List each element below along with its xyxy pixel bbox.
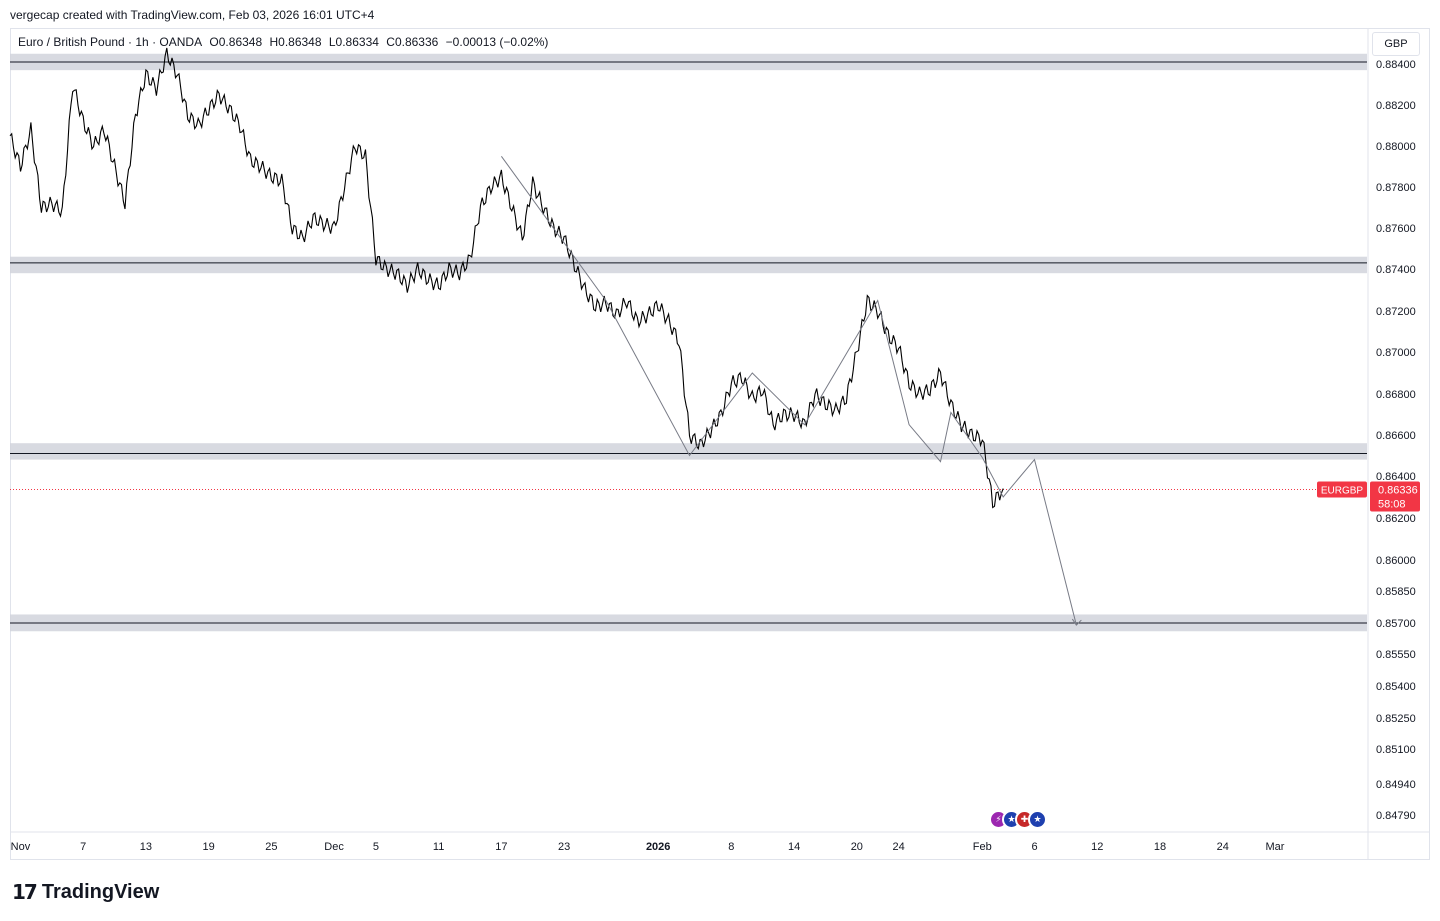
price-tick-label: 0.87800 xyxy=(1376,182,1416,194)
price-tick-label: 0.87600 xyxy=(1376,223,1416,235)
time-tick-label: Dec xyxy=(324,841,344,853)
price-tick-label: 0.84940 xyxy=(1376,779,1416,791)
author-credit: vergecap created with TradingView.com, F… xyxy=(10,8,375,22)
price-tick-label: 0.88000 xyxy=(1376,141,1416,153)
time-tick-label: 24 xyxy=(893,841,905,853)
time-tick-label: 24 xyxy=(1217,841,1229,853)
price-tick-label: 0.86600 xyxy=(1376,430,1416,442)
price-tick-label: 0.86200 xyxy=(1376,513,1416,525)
symbol-price-tag xyxy=(1317,481,1367,498)
eu-flag-icon[interactable]: ★ xyxy=(1028,810,1047,829)
price-tick-label: 0.85550 xyxy=(1376,649,1416,661)
price-tick-label: 0.84790 xyxy=(1376,810,1416,822)
price-tick-label: 0.85100 xyxy=(1376,744,1416,756)
time-tick-label: 18 xyxy=(1154,841,1166,853)
time-tick-label: 5 xyxy=(373,841,379,853)
ohlc-open: O0.86348 xyxy=(209,35,263,49)
time-tick-label: 8 xyxy=(728,841,734,853)
time-tick-label: Nov xyxy=(11,841,31,853)
ohlc-close: C0.86336 xyxy=(386,35,439,49)
sr-zone-2[interactable] xyxy=(10,443,1367,460)
time-tick-label: 6 xyxy=(1031,841,1037,853)
price-tick-label: 0.87200 xyxy=(1376,306,1416,318)
time-tick-label: 20 xyxy=(851,841,863,853)
symbol-name[interactable]: Euro / British Pound · 1h · OANDA xyxy=(18,35,203,49)
current-price-tag xyxy=(1370,481,1420,512)
price-change: −0.00013 (−0.02%) xyxy=(445,35,549,49)
ohlc-high: H0.86348 xyxy=(269,35,322,49)
time-tick-label: 17 xyxy=(495,841,507,853)
tradingview-logo-icon: 17 xyxy=(12,880,38,904)
projection-arrowhead xyxy=(1071,618,1082,626)
time-tick-label: 23 xyxy=(558,841,570,853)
brand-name: TradingView xyxy=(41,880,160,903)
price-tick-label: 0.85850 xyxy=(1376,586,1416,598)
sr-zone-1[interactable] xyxy=(10,256,1367,274)
price-tick-label: 0.85400 xyxy=(1376,681,1416,693)
price-tick-label: 0.87400 xyxy=(1376,264,1416,276)
symbol-legend[interactable]: Euro / British Pound · 1h · OANDA O0.863… xyxy=(18,35,552,49)
time-tick-label: 25 xyxy=(265,841,277,853)
bar-countdown-label: 58:08 xyxy=(1378,498,1406,510)
currency-unit-button[interactable]: GBP xyxy=(1372,32,1420,56)
time-tick-label: 19 xyxy=(203,841,215,853)
time-tick-label: 13 xyxy=(140,841,152,853)
tradingview-logo[interactable]: 17 TradingView xyxy=(12,880,159,904)
price-tick-label: 0.88400 xyxy=(1376,59,1416,71)
ohlc-low: L0.86334 xyxy=(328,35,379,49)
price-tick-label: 0.86000 xyxy=(1376,555,1416,567)
price-tick-label: 0.86400 xyxy=(1376,471,1416,483)
price-tick-label: 0.87000 xyxy=(1376,347,1416,359)
time-tick-label: 2026 xyxy=(646,841,670,853)
time-tick-label: 14 xyxy=(788,841,800,853)
time-tick-label: 7 xyxy=(80,841,86,853)
current-price-label: 0.86336 xyxy=(1378,484,1418,496)
economic-events[interactable]: ⚡ ★ ✚ ★ xyxy=(989,810,1047,829)
price-tick-label: 0.88200 xyxy=(1376,100,1416,112)
price-tick-label: 0.85250 xyxy=(1376,713,1416,725)
price-tick-label: 0.86800 xyxy=(1376,389,1416,401)
time-tick-label: Mar xyxy=(1266,841,1285,853)
price-tick-label: 0.85700 xyxy=(1376,618,1416,630)
projection-path-line[interactable] xyxy=(500,156,1077,626)
price-series-line[interactable] xyxy=(9,47,1004,509)
time-tick-label: 12 xyxy=(1091,841,1103,853)
symbol-tag-label: EURGBP xyxy=(1321,485,1364,496)
time-tick-label: 11 xyxy=(433,841,444,853)
time-tick-label: Feb xyxy=(973,841,992,853)
